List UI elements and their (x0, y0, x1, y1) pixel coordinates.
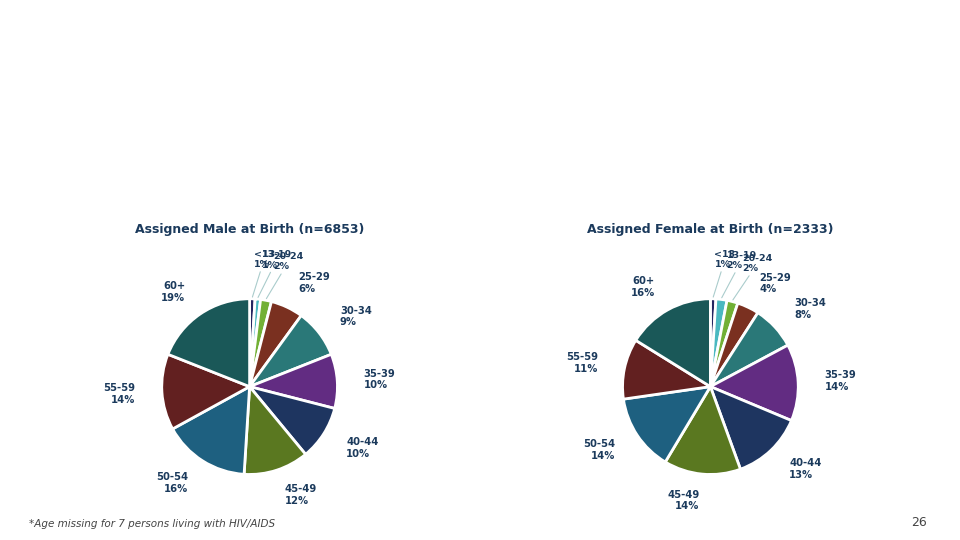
Wedge shape (250, 299, 260, 387)
Text: 26: 26 (911, 516, 926, 529)
Wedge shape (710, 345, 799, 421)
Wedge shape (161, 354, 250, 429)
Text: 30-34
8%: 30-34 8% (794, 298, 827, 320)
Text: 60+
19%: 60+ 19% (161, 281, 185, 303)
Wedge shape (250, 315, 331, 387)
Wedge shape (710, 303, 757, 387)
Wedge shape (710, 387, 791, 469)
Text: 20-24
2%: 20-24 2% (732, 254, 773, 300)
Text: Assigned Male at Birth (n=6853): Assigned Male at Birth (n=6853) (135, 222, 364, 235)
Wedge shape (710, 300, 738, 387)
Text: Assigned Female at Birth (n=2333): Assigned Female at Birth (n=2333) (588, 222, 833, 235)
Text: 40-44
13%: 40-44 13% (789, 458, 822, 480)
Wedge shape (168, 299, 250, 387)
Text: 50-54
14%: 50-54 14% (583, 439, 615, 461)
Text: <13
1%: <13 1% (713, 249, 735, 297)
Text: 55-59
11%: 55-59 11% (566, 353, 599, 374)
Text: 45-49
12%: 45-49 12% (285, 484, 317, 506)
Wedge shape (250, 299, 255, 387)
Text: 25-29
4%: 25-29 4% (759, 273, 791, 294)
Text: 40-44
10%: 40-44 10% (346, 437, 378, 458)
Text: <13
1%: <13 1% (252, 249, 275, 297)
Text: 60+
16%: 60+ 16% (631, 276, 655, 298)
Text: *Age missing for 7 persons living with HIV/AIDS: *Age missing for 7 persons living with H… (29, 519, 275, 529)
Wedge shape (665, 387, 740, 475)
Text: 50-54
16%: 50-54 16% (156, 472, 188, 494)
Wedge shape (173, 387, 250, 474)
Wedge shape (710, 299, 727, 387)
Wedge shape (244, 387, 305, 475)
Text: 13-19
2%: 13-19 2% (722, 251, 756, 298)
Text: 30-34
9%: 30-34 9% (340, 306, 372, 327)
Text: 25-29
6%: 25-29 6% (299, 273, 330, 294)
Wedge shape (710, 313, 788, 387)
Text: 13-19
1%: 13-19 1% (258, 250, 292, 298)
Wedge shape (250, 387, 335, 454)
Wedge shape (622, 340, 710, 399)
Wedge shape (250, 354, 338, 408)
Text: 35-39
14%: 35-39 14% (825, 370, 856, 392)
Wedge shape (636, 299, 710, 387)
Wedge shape (250, 301, 301, 387)
Wedge shape (710, 299, 716, 387)
Text: 55-59
14%: 55-59 14% (104, 383, 135, 404)
Text: 35-39
10%: 35-39 10% (364, 369, 396, 390)
Wedge shape (623, 387, 710, 462)
Text: 20-24
2%: 20-24 2% (266, 252, 303, 299)
Text: 45-49
14%: 45-49 14% (667, 490, 700, 511)
Wedge shape (250, 300, 272, 387)
Text: Persons Living with HIV/AIDS in Minnesota by Age* and Sex
Assigned at Birth, 201: Persons Living with HIV/AIDS in Minnesot… (59, 37, 901, 94)
